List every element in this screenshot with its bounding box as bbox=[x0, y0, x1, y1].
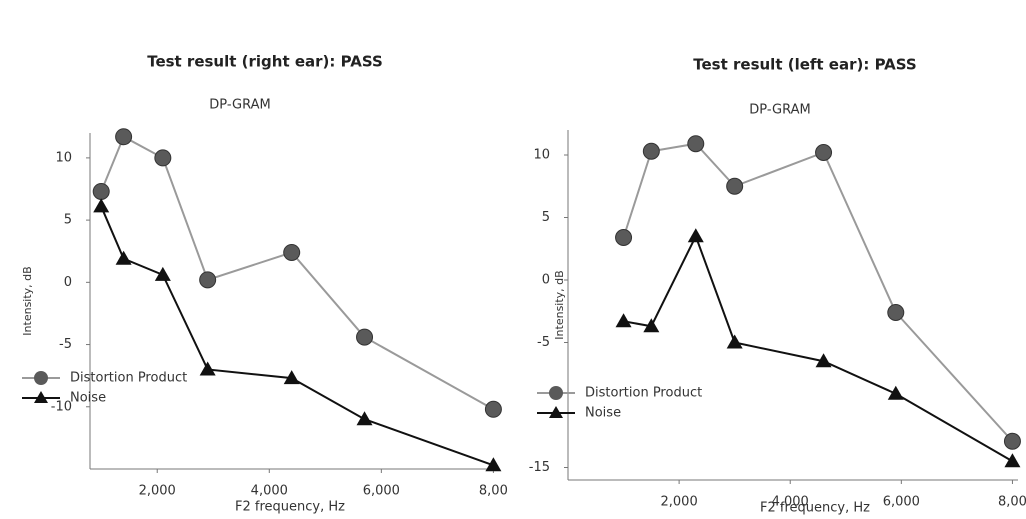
legend-label: Distortion Product bbox=[70, 371, 187, 386]
chart-subtitle: DP-GRAM bbox=[209, 98, 270, 113]
y-tick-label: 0 bbox=[64, 275, 72, 290]
data-point bbox=[356, 411, 373, 426]
y-tick-label: 0 bbox=[542, 273, 550, 288]
series-line bbox=[100, 206, 494, 467]
data-point bbox=[1003, 432, 1021, 450]
data-point bbox=[356, 328, 374, 346]
data-point bbox=[283, 370, 300, 385]
y-tick-label: 10 bbox=[55, 150, 72, 165]
x-tick-label: 8,00 bbox=[479, 484, 508, 499]
data-point bbox=[484, 400, 502, 418]
x-tick-label: 2,000 bbox=[661, 495, 698, 510]
x-tick-label: 6,000 bbox=[883, 495, 920, 510]
data-point bbox=[93, 198, 110, 213]
x-tick-label: 4,000 bbox=[251, 484, 288, 499]
chart-title: Test result (right ear): PASS bbox=[147, 53, 383, 71]
y-tick-label: 10 bbox=[533, 148, 550, 163]
data-point bbox=[726, 177, 744, 195]
data-point bbox=[154, 266, 171, 281]
y-tick-label: 5 bbox=[64, 213, 72, 228]
data-point bbox=[485, 457, 502, 472]
data-point bbox=[115, 128, 133, 146]
data-point bbox=[815, 353, 832, 368]
series-line bbox=[623, 233, 1013, 463]
data-point bbox=[199, 271, 217, 289]
data-point bbox=[154, 149, 172, 167]
x-tick-label: 2,000 bbox=[139, 484, 176, 499]
data-point bbox=[815, 144, 833, 161]
y-tick-label: -5 bbox=[537, 335, 550, 350]
legend-marker bbox=[34, 371, 48, 385]
data-point bbox=[687, 135, 705, 153]
chart-title: Test result (left ear): PASS bbox=[693, 56, 916, 74]
data-point bbox=[199, 361, 216, 376]
data-point bbox=[687, 228, 704, 243]
x-axis-label: F2 frequency, Hz bbox=[235, 500, 345, 515]
y-tick-label: 5 bbox=[542, 210, 550, 225]
data-point bbox=[887, 304, 905, 321]
data-point bbox=[115, 250, 132, 265]
data-point bbox=[642, 142, 660, 160]
data-point bbox=[643, 318, 660, 333]
legend-label: Noise bbox=[585, 406, 621, 421]
y-tick-label: -10 bbox=[51, 399, 72, 414]
data-point bbox=[726, 334, 743, 349]
y-tick-label: -5 bbox=[59, 337, 72, 352]
legend-label: Distortion Product bbox=[585, 386, 702, 401]
data-point bbox=[887, 385, 904, 400]
x-tick-label: 4,000 bbox=[772, 495, 809, 510]
y-axis-label: Intensity, dB bbox=[553, 270, 566, 339]
legend-marker bbox=[549, 406, 563, 418]
legend-marker bbox=[549, 386, 563, 400]
x-axis-label: F2 frequency, Hz bbox=[760, 501, 870, 516]
data-point bbox=[615, 313, 632, 328]
data-point bbox=[615, 229, 633, 246]
data-point bbox=[92, 182, 110, 200]
y-axis-label: Intensity, dB bbox=[21, 266, 34, 335]
x-tick-label: 6,000 bbox=[363, 484, 400, 499]
data-point bbox=[1004, 453, 1021, 468]
data-point bbox=[283, 243, 301, 261]
x-tick-label: 8,00 bbox=[998, 495, 1026, 510]
legend-label: Noise bbox=[70, 391, 106, 406]
chart-subtitle: DP-GRAM bbox=[749, 103, 810, 118]
y-tick-label: -15 bbox=[529, 460, 550, 475]
legend-marker bbox=[34, 391, 48, 403]
